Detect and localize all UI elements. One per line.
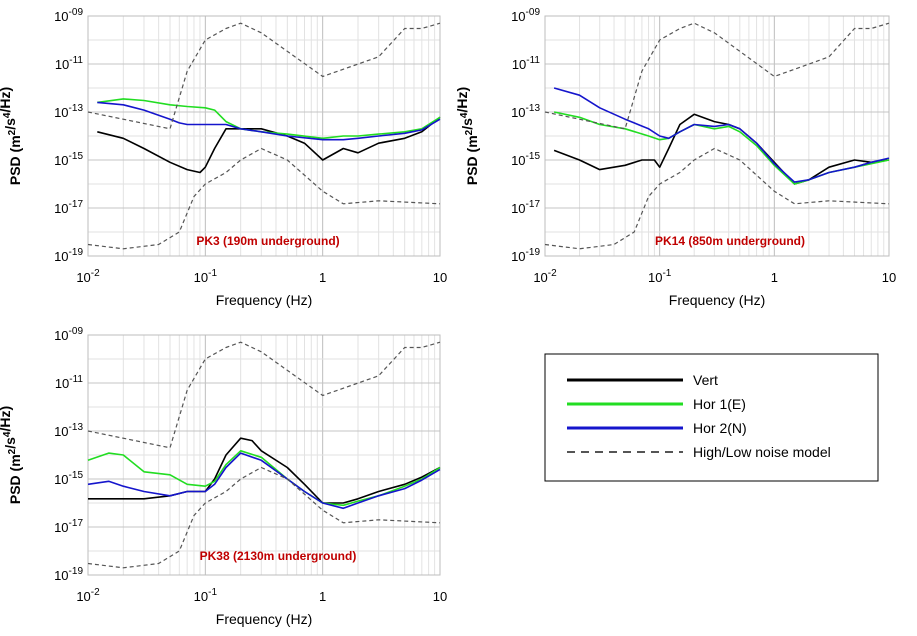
x-tick-label: 10-1 — [194, 587, 218, 604]
x-tick-label: 10 — [433, 270, 447, 285]
series-hor-1-e- — [87, 449, 441, 507]
series-high-noise-model — [87, 341, 441, 449]
series-hor-2-n- — [87, 452, 441, 510]
series-vert — [553, 113, 890, 185]
x-axis-label: Frequency (Hz) — [216, 611, 312, 627]
x-tick-label: 10 — [433, 589, 447, 604]
series-low-noise-model — [87, 147, 441, 250]
plot-frame — [87, 334, 441, 576]
series-low-noise-model — [87, 466, 441, 569]
y-axis-label: PSD (m2/s4/Hz) — [454, 87, 480, 185]
y-tick-label: 10-17 — [511, 199, 540, 216]
y-tick-label: 10-17 — [54, 199, 83, 216]
y-tick-label: 10-15 — [54, 151, 83, 168]
legend-label-hor1: Hor 1(E) — [693, 396, 746, 412]
x-axis-label: Frequency (Hz) — [216, 292, 312, 308]
y-tick-label: 10-15 — [511, 151, 540, 168]
y-tick-label: 10-13 — [511, 103, 540, 120]
y-tick-label: 10-11 — [55, 374, 84, 391]
legend-label-vert: Vert — [693, 372, 718, 388]
x-tick-label: 1 — [319, 270, 326, 285]
series-low-noise-model — [544, 147, 890, 250]
x-tick-label: 10 — [882, 270, 896, 285]
legend-label-hor2: Hor 2(N) — [693, 420, 747, 436]
plot-frame — [544, 15, 890, 257]
y-tick-label: 10-15 — [54, 470, 83, 487]
x-tick-label: 1 — [319, 589, 326, 604]
y-tick-label: 10-11 — [512, 55, 541, 72]
y-tick-label: 10-13 — [54, 422, 83, 439]
x-tick-label: 10-1 — [648, 268, 672, 285]
series-hor-2-n- — [553, 87, 890, 183]
series-hor-2-n- — [97, 101, 441, 141]
series-high-noise-model — [87, 22, 441, 130]
y-tick-label: 10-11 — [55, 55, 84, 72]
y-tick-label: 10-19 — [54, 247, 83, 264]
x-tick-label: 1 — [771, 270, 778, 285]
x-axis-label: Frequency (Hz) — [669, 292, 765, 308]
legend-box — [544, 353, 879, 482]
site-label: PK14 (850m underground) — [655, 234, 805, 248]
x-tick-label: 10-2 — [533, 268, 557, 285]
plot-frame — [87, 15, 441, 257]
legend: Vert Hor 1(E) Hor 2(N) High/Low noise model — [544, 353, 879, 482]
y-axis-label: PSD (m2/s4/Hz) — [0, 406, 23, 504]
y-axis-label: PSD (m2/s4/Hz) — [0, 87, 23, 185]
site-label: PK38 (2130m underground) — [200, 549, 357, 563]
y-tick-label: 10-09 — [54, 7, 83, 24]
y-tick-label: 10-13 — [54, 103, 83, 120]
y-tick-label: 10-19 — [54, 566, 83, 583]
x-tick-label: 10-1 — [194, 268, 218, 285]
legend-label-noise: High/Low noise model — [693, 444, 831, 460]
series-high-noise-model — [544, 22, 890, 130]
site-label: PK3 (190m underground) — [196, 234, 339, 248]
y-tick-label: 10-09 — [511, 7, 540, 24]
y-tick-label: 10-19 — [511, 247, 540, 264]
y-tick-label: 10-17 — [54, 518, 83, 535]
series-vert — [97, 116, 441, 174]
x-tick-label: 10-2 — [76, 587, 100, 604]
x-tick-label: 10-2 — [76, 268, 100, 285]
y-tick-label: 10-09 — [54, 326, 83, 343]
